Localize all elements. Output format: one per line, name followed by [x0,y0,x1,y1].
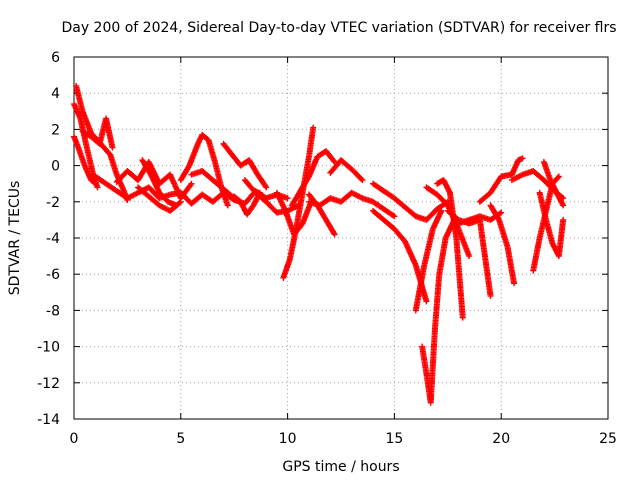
series-arc-30 [508,168,567,202]
data-point [466,253,473,260]
data-point [555,173,562,180]
series-arc-26 [444,207,494,299]
y-tick-label: 0 [51,159,60,175]
x-tick-label: 20 [492,431,510,447]
data-point [331,231,338,238]
chart-title: Day 200 of 2024, Sidereal Day-to-day VTE… [61,20,616,36]
data-point [262,183,269,190]
y-axis-label: SDTVAR / TECUs [7,181,23,296]
data-point [498,209,505,216]
series-arc-11 [220,140,270,191]
data-point [560,216,567,223]
series-arc-10 [188,168,238,202]
series-arc-6 [113,158,195,202]
data-point [359,177,366,184]
x-tick-label: 5 [176,431,185,447]
data-point [284,195,291,202]
x-tick-label: 15 [385,431,403,447]
y-tick-label: -2 [46,195,60,211]
series-arc-15 [273,189,315,238]
data-point [176,199,183,206]
series-arc-18 [305,189,398,220]
data-point [438,207,445,214]
series-arc-20 [370,180,451,223]
series-arc-28 [476,155,526,205]
series-arc-29 [487,202,518,287]
data-point [423,298,430,305]
series-arc-27 [455,209,505,227]
x-tick-label: 10 [279,431,297,447]
y-tick-label: 4 [51,86,60,102]
data-point [173,202,180,209]
data-point [224,202,231,209]
series-arc-8 [139,157,180,209]
series-arc-21 [370,207,430,305]
series-arc-22 [419,216,458,406]
data-point [459,314,466,321]
data-point [177,198,184,205]
data-point [511,280,518,287]
series-arc-33 [540,158,567,209]
y-tick-label: -14 [37,412,60,428]
data-point [109,144,116,151]
series-arc-19 [327,157,366,184]
data-point [330,157,337,164]
data-point [331,158,338,165]
series-arc-32 [536,189,567,260]
data-point [92,180,99,187]
y-tick-label: 6 [51,50,60,66]
grid [74,57,608,419]
data-point [560,202,567,209]
data-point [487,292,494,299]
x-axis-label: GPS time / hours [282,459,399,475]
data-point [263,184,270,191]
series-arc-2 [71,133,99,187]
x-tick-label: 0 [70,431,79,447]
series-arc-7 [135,184,184,214]
y-tick-label: -12 [37,376,60,392]
series-arc-23 [412,207,445,314]
data-point [554,174,561,181]
y-tick-label: 2 [51,122,60,138]
data-point [94,184,101,191]
x-tick-label: 25 [599,431,617,447]
series-arc-16 [288,148,338,209]
series-arc-4 [79,115,116,151]
data-point [310,124,317,131]
data-point [391,213,398,220]
y-tick-label: -8 [46,303,60,319]
data-points [71,82,567,406]
y-tick-label: -4 [46,231,60,247]
data-point [519,155,526,162]
data-point [358,175,365,182]
data-point [188,180,195,187]
y-tick-label: -10 [37,340,60,356]
y-tick-label: -6 [46,267,60,283]
